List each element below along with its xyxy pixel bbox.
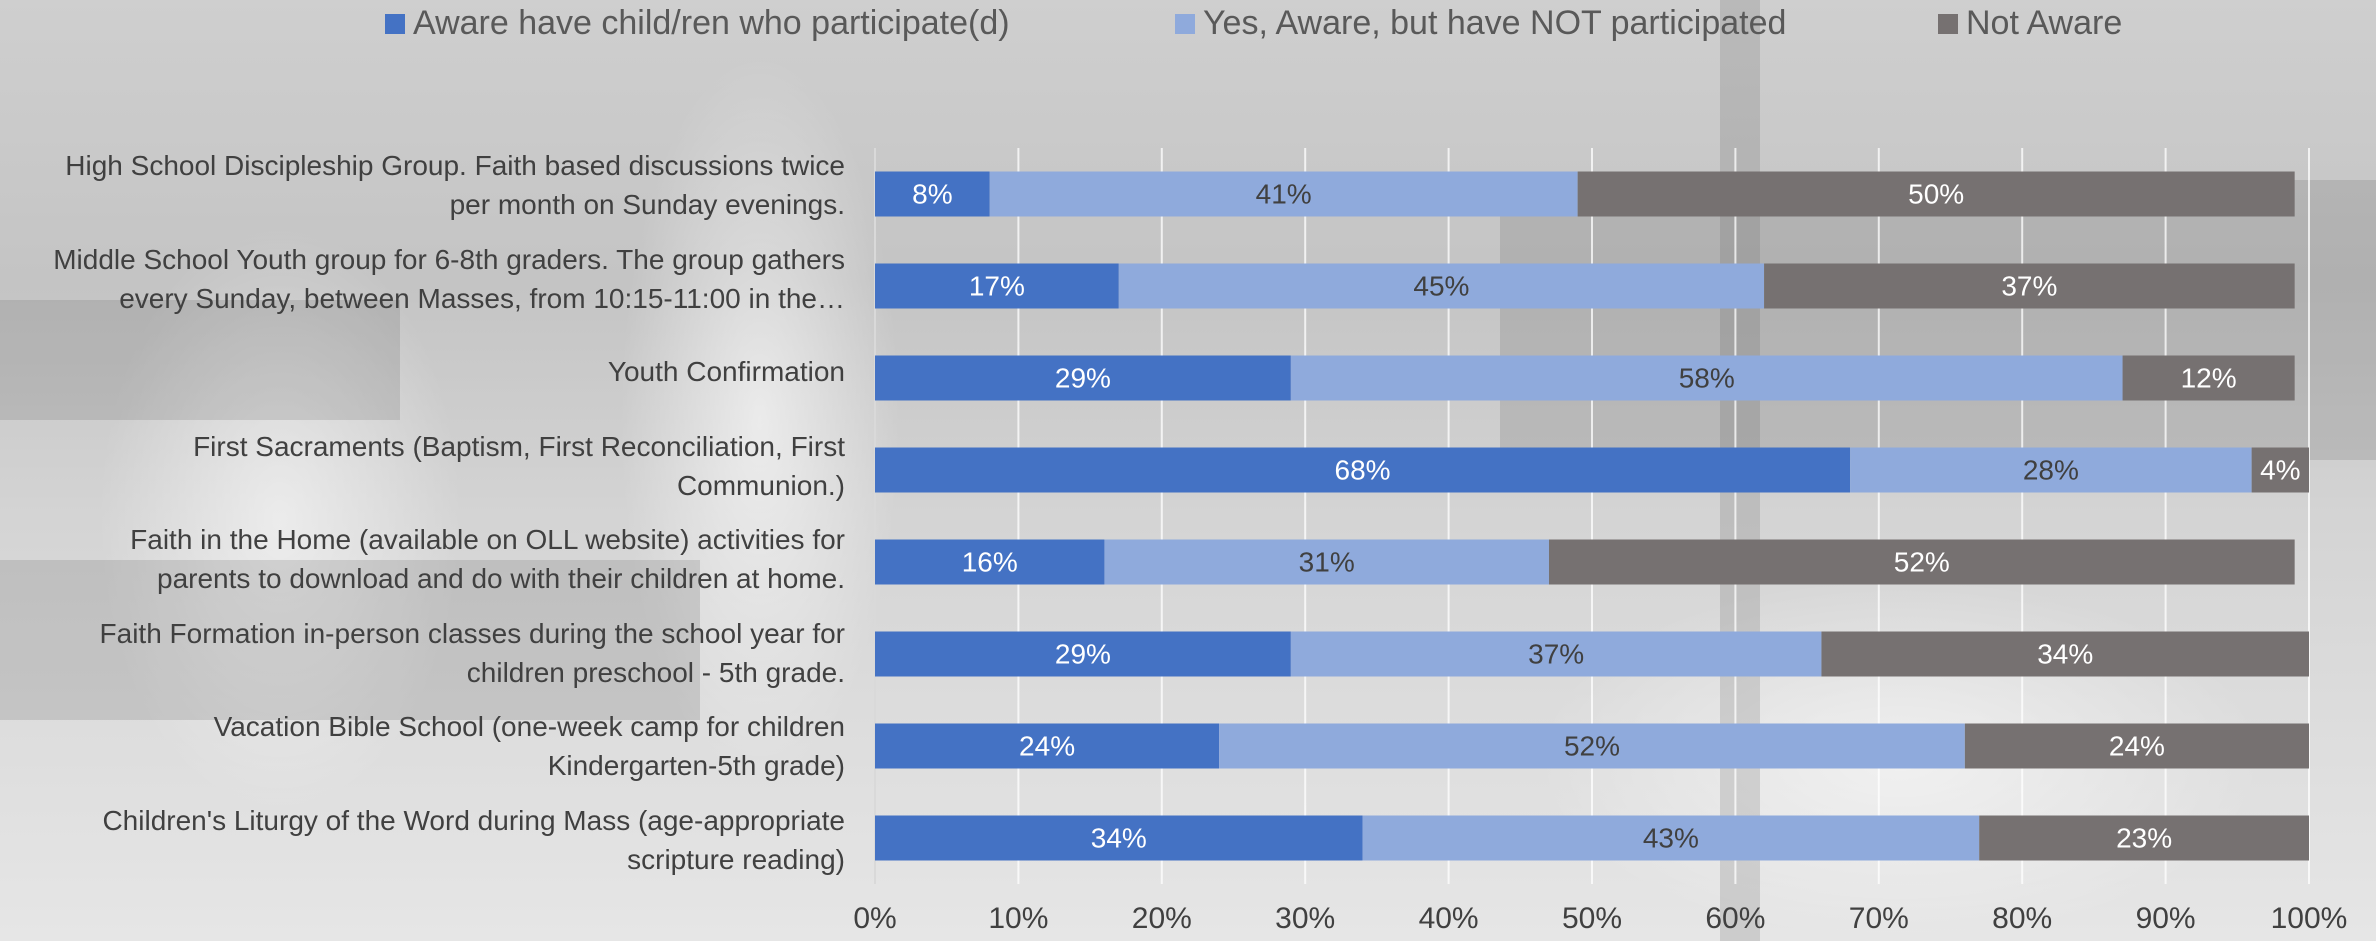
data-label: 52% <box>1894 547 1950 578</box>
bar-segment <box>989 171 1578 217</box>
legend-swatch-not-aware <box>1938 13 1958 34</box>
data-label: 37% <box>1528 639 1584 670</box>
bar-segment <box>2122 355 2295 401</box>
category-label-line: Youth Confirmation <box>607 356 845 387</box>
category-label: Faith in the Home (available on OLL webs… <box>0 520 845 598</box>
x-tick-label: 40% <box>1419 902 1479 935</box>
bar-segment <box>875 631 1291 677</box>
x-tick-label: 10% <box>988 902 1048 935</box>
category-label-line: High School Discipleship Group. Faith ba… <box>65 150 845 181</box>
category-label-line: Middle School Youth group for 6-8th grad… <box>53 244 845 275</box>
bar-segment <box>875 447 1851 493</box>
x-tick-label: 80% <box>1992 902 2052 935</box>
bar-segment <box>875 815 1363 861</box>
bar-segment <box>1362 815 1980 861</box>
bar-segment <box>1850 447 2252 493</box>
category-label-line: Faith Formation in-person classes during… <box>99 618 845 649</box>
bar-segment <box>1577 171 2295 217</box>
data-label: 41% <box>1256 179 1312 210</box>
bar-segment <box>1979 815 2309 861</box>
data-label: 43% <box>1643 823 1699 854</box>
category-label: High School Discipleship Group. Faith ba… <box>0 146 845 224</box>
data-label: 24% <box>2109 731 2165 762</box>
category-label-line: Faith in the Home (available on OLL webs… <box>130 524 845 555</box>
legend-item-not-participated: Yes, Aware, but have NOT participated <box>1175 4 1786 43</box>
x-tick-label: 50% <box>1562 902 1622 935</box>
bar-segment <box>1964 723 2309 769</box>
data-label: 23% <box>2116 823 2172 854</box>
bar-segment <box>1290 355 2123 401</box>
data-label: 37% <box>2001 271 2057 302</box>
data-label: 50% <box>1908 179 1964 210</box>
bar-segment <box>875 723 1220 769</box>
data-label: 45% <box>1413 271 1469 302</box>
data-label: 52% <box>1564 731 1620 762</box>
x-tick-label: 100% <box>2271 902 2348 935</box>
data-label: 68% <box>1335 455 1391 486</box>
legend-swatch-not-participated <box>1175 13 1195 34</box>
category-label: Children's Liturgy of the Word during Ma… <box>0 801 845 879</box>
x-tick-label: 0% <box>853 902 896 935</box>
bar-segment <box>875 539 1105 585</box>
x-tick-label: 20% <box>1132 902 1192 935</box>
legend-item-not-aware: Not Aware <box>1938 4 2122 43</box>
category-label-line: scripture reading) <box>627 844 845 875</box>
bar-segment <box>1548 539 2295 585</box>
bar-segment <box>1104 539 1549 585</box>
data-label: 31% <box>1299 547 1355 578</box>
legend-swatch-participated <box>385 13 405 34</box>
legend-label-not-aware: Not Aware <box>1966 4 2123 42</box>
data-label: 16% <box>962 547 1018 578</box>
bar-segment <box>2251 447 2309 493</box>
legend-label-not-participated: Yes, Aware, but have NOT participated <box>1203 4 1787 42</box>
chart-legend: Aware have child/ren who participate(d) … <box>0 0 2376 50</box>
data-label: 17% <box>969 271 1025 302</box>
category-label-line: First Sacraments (Baptism, First Reconci… <box>193 431 845 462</box>
category-label: Vacation Bible School (one-week camp for… <box>0 707 845 785</box>
category-label: Youth Confirmation <box>0 352 845 391</box>
category-label: Middle School Youth group for 6-8th grad… <box>0 240 845 318</box>
data-label: 12% <box>2181 363 2237 394</box>
category-label-line: children preschool - 5th grade. <box>466 657 845 688</box>
x-tick-label: 30% <box>1275 902 1335 935</box>
bar-segment <box>875 355 1291 401</box>
category-label-line: Kindergarten-5th grade) <box>547 750 845 781</box>
category-label-line: Vacation Bible School (one-week camp for… <box>213 711 845 742</box>
category-label-line: per month on Sunday evenings. <box>449 189 845 220</box>
x-tick-label: 90% <box>2136 902 2196 935</box>
legend-label-participated: Aware have child/ren who participate(d) <box>413 4 1010 42</box>
bar-segment <box>1821 631 2309 677</box>
data-label: 29% <box>1055 363 1111 394</box>
bar-segment <box>1219 723 1965 769</box>
data-label: 28% <box>2023 455 2079 486</box>
data-label: 24% <box>1019 731 1075 762</box>
data-label: 34% <box>1091 823 1147 854</box>
x-tick-label: 60% <box>1705 902 1765 935</box>
data-label: 58% <box>1679 363 1735 394</box>
category-label-line: every Sunday, between Masses, from 10:15… <box>119 283 845 314</box>
data-label: 8% <box>912 179 952 210</box>
bar-segment <box>875 171 990 217</box>
x-tick-label: 70% <box>1849 902 1909 935</box>
data-label: 4% <box>2260 455 2300 486</box>
category-label: First Sacraments (Baptism, First Reconci… <box>0 427 845 505</box>
bar-segment <box>875 263 1119 309</box>
bar-segment <box>1764 263 2295 309</box>
category-label-line: Communion.) <box>676 470 845 501</box>
bar-segment <box>1290 631 1822 677</box>
category-label: Faith Formation in-person classes during… <box>0 614 845 692</box>
data-label: 34% <box>2037 639 2093 670</box>
bar-segment <box>1118 263 1765 309</box>
legend-item-participated: Aware have child/ren who participate(d) <box>385 4 1010 43</box>
category-label-line: Children's Liturgy of the Word during Ma… <box>102 805 845 836</box>
data-label: 29% <box>1055 639 1111 670</box>
category-label-line: parents to download and do with their ch… <box>157 563 845 594</box>
